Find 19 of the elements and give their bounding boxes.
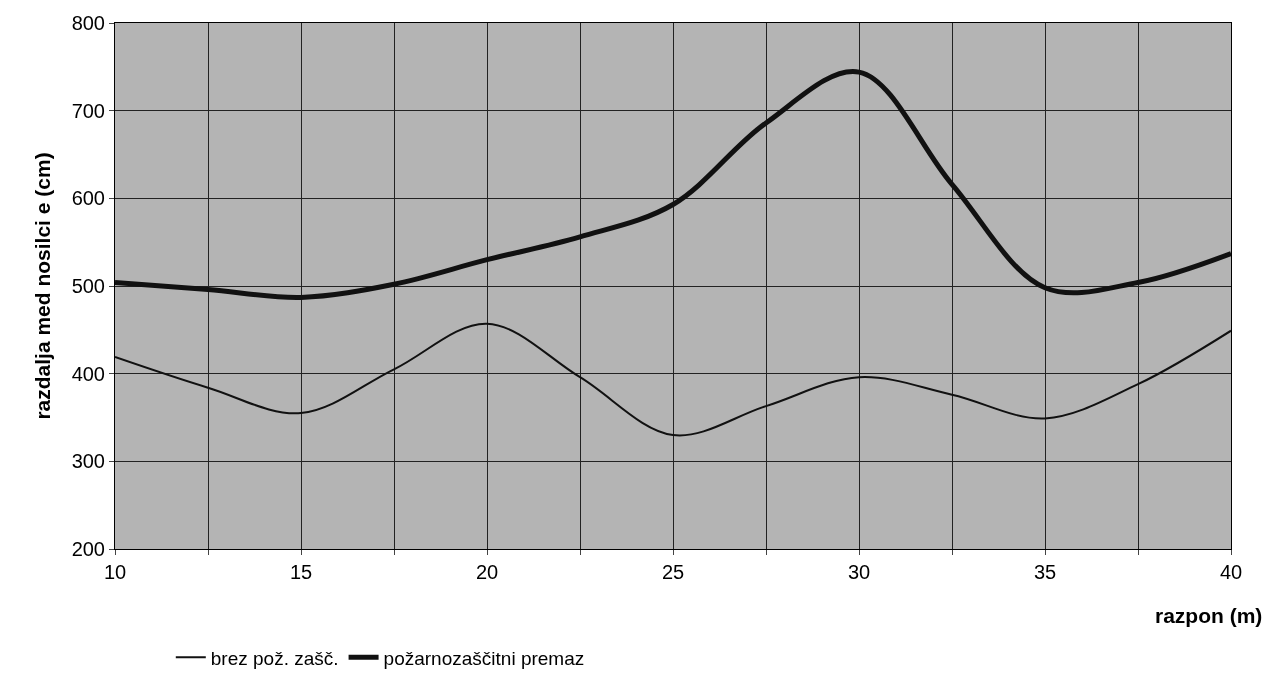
y-tick-label: 500 — [71, 275, 105, 297]
y-tick-label: 700 — [71, 99, 105, 122]
y-axis-title: razdalja med nosilci e (cm) — [30, 152, 54, 420]
legend-label: požarnozaščitni premaz — [383, 647, 585, 669]
x-tick-label: 35 — [1033, 561, 1057, 583]
x-tick-label: 15 — [289, 561, 313, 583]
y-tick-label: 400 — [71, 362, 105, 385]
x-tick-label: 10 — [103, 561, 127, 583]
y-tick-label: 200 — [71, 538, 105, 560]
legend-label: brez pož. zašč. — [210, 647, 339, 669]
y-tick-label: 800 — [71, 12, 105, 34]
x-tick-label: 25 — [661, 561, 685, 583]
y-tick-label: 600 — [71, 187, 105, 210]
x-tick-label: 30 — [847, 561, 871, 583]
y-tick-label: 300 — [71, 450, 105, 473]
line-series — [115, 322, 1231, 437]
x-tick-label: 20 — [475, 561, 499, 583]
x-tick-label: 40 — [1219, 561, 1243, 583]
x-axis-title: razpon (m) — [1155, 604, 1263, 627]
